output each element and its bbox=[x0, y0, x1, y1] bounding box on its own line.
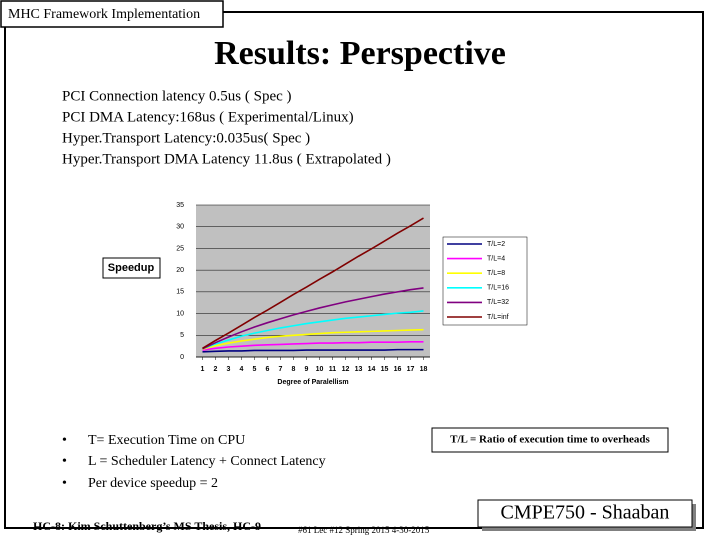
x-tick-label: 17 bbox=[407, 366, 415, 373]
chart: Speedup Degree of Paralellism 0510152025… bbox=[102, 190, 530, 390]
legend-label: T/L=32 bbox=[487, 299, 509, 306]
plot-area bbox=[196, 205, 430, 357]
footer-box bbox=[477, 499, 693, 528]
legend-label: T/L=2 bbox=[487, 241, 505, 248]
body-line: Hyper.Transport Latency:0.035us( Spec ) bbox=[62, 130, 310, 146]
note: T/L = Ratio of execution time to overhea… bbox=[450, 434, 650, 446]
slide-border bbox=[4, 11, 704, 529]
bullet-dot: • bbox=[62, 433, 67, 448]
title: Results: Perspective bbox=[214, 35, 506, 72]
y-tick-label: 35 bbox=[176, 202, 184, 209]
bullet-dot: • bbox=[62, 476, 67, 491]
bullet: T= Execution Time on CPU bbox=[88, 433, 245, 448]
note-box bbox=[431, 427, 669, 453]
footer-right: CMPE750 - Shaaban bbox=[501, 502, 670, 524]
x-tick-label: 13 bbox=[355, 366, 363, 373]
y-tick-label: 30 bbox=[176, 224, 184, 231]
legend-label: T/L=inf bbox=[487, 314, 509, 321]
x-tick-label: 3 bbox=[227, 366, 231, 373]
x-tick-label: 8 bbox=[292, 366, 296, 373]
x-tick-label: 7 bbox=[279, 366, 283, 373]
y-tick-label: 20 bbox=[176, 267, 184, 274]
x-tick-label: 16 bbox=[394, 366, 402, 373]
legend-label: T/L=4 bbox=[487, 255, 505, 262]
x-tick-label: 4 bbox=[240, 366, 244, 373]
series-line bbox=[202, 310, 424, 350]
bullet: L = Scheduler Latency + Connect Latency bbox=[88, 454, 326, 469]
y-tick-label: 0 bbox=[180, 354, 184, 361]
body-line: PCI Connection latency 0.5us ( Spec ) bbox=[62, 88, 292, 104]
series-line bbox=[202, 340, 424, 351]
y-label-box bbox=[102, 257, 161, 279]
series-line bbox=[202, 348, 424, 353]
x-tick-label: 15 bbox=[381, 366, 389, 373]
body-line: Hyper.Transport DMA Latency 11.8us ( Ext… bbox=[62, 151, 391, 167]
x-tick-label: 14 bbox=[368, 366, 376, 373]
footer-mid: #61 Lec #12 Spring 2015 4-30-2015 bbox=[298, 525, 430, 535]
bullet: Per device speedup = 2 bbox=[88, 476, 218, 491]
series-line bbox=[202, 287, 424, 350]
y-tick-label: 10 bbox=[176, 310, 184, 317]
y-tick-label: 25 bbox=[176, 245, 184, 252]
x-tick-label: 1 bbox=[201, 366, 205, 373]
x-tick-label: 2 bbox=[214, 366, 218, 373]
legend-label: T/L=8 bbox=[487, 270, 505, 277]
legend-label: T/L=16 bbox=[487, 285, 509, 292]
legend-box bbox=[442, 236, 528, 326]
x-tick-label: 5 bbox=[253, 366, 257, 373]
x-tick-label: 9 bbox=[305, 366, 309, 373]
footer-left: HC-8: Kim Schuttenberg’s MS Thesis, HC-9 bbox=[33, 519, 261, 533]
y-tick-label: 15 bbox=[176, 289, 184, 296]
x-tick-label: 11 bbox=[329, 366, 337, 373]
series-line bbox=[202, 217, 424, 349]
y-tick-label: 5 bbox=[180, 332, 184, 339]
bullet-dot: • bbox=[62, 454, 67, 469]
series-line bbox=[202, 328, 424, 350]
x-tick-label: 18 bbox=[420, 366, 428, 373]
header: MHC Framework Implementation bbox=[8, 7, 200, 22]
x-tick-label: 6 bbox=[266, 366, 270, 373]
body-line: PCI DMA Latency:168us ( Experimental/Lin… bbox=[62, 109, 354, 125]
header-box bbox=[0, 0, 224, 28]
x-label: Degree of Paralellism bbox=[277, 379, 348, 386]
x-tick-label: 10 bbox=[316, 366, 324, 373]
x-tick-label: 12 bbox=[342, 366, 350, 373]
y-label: Speedup bbox=[108, 262, 155, 274]
